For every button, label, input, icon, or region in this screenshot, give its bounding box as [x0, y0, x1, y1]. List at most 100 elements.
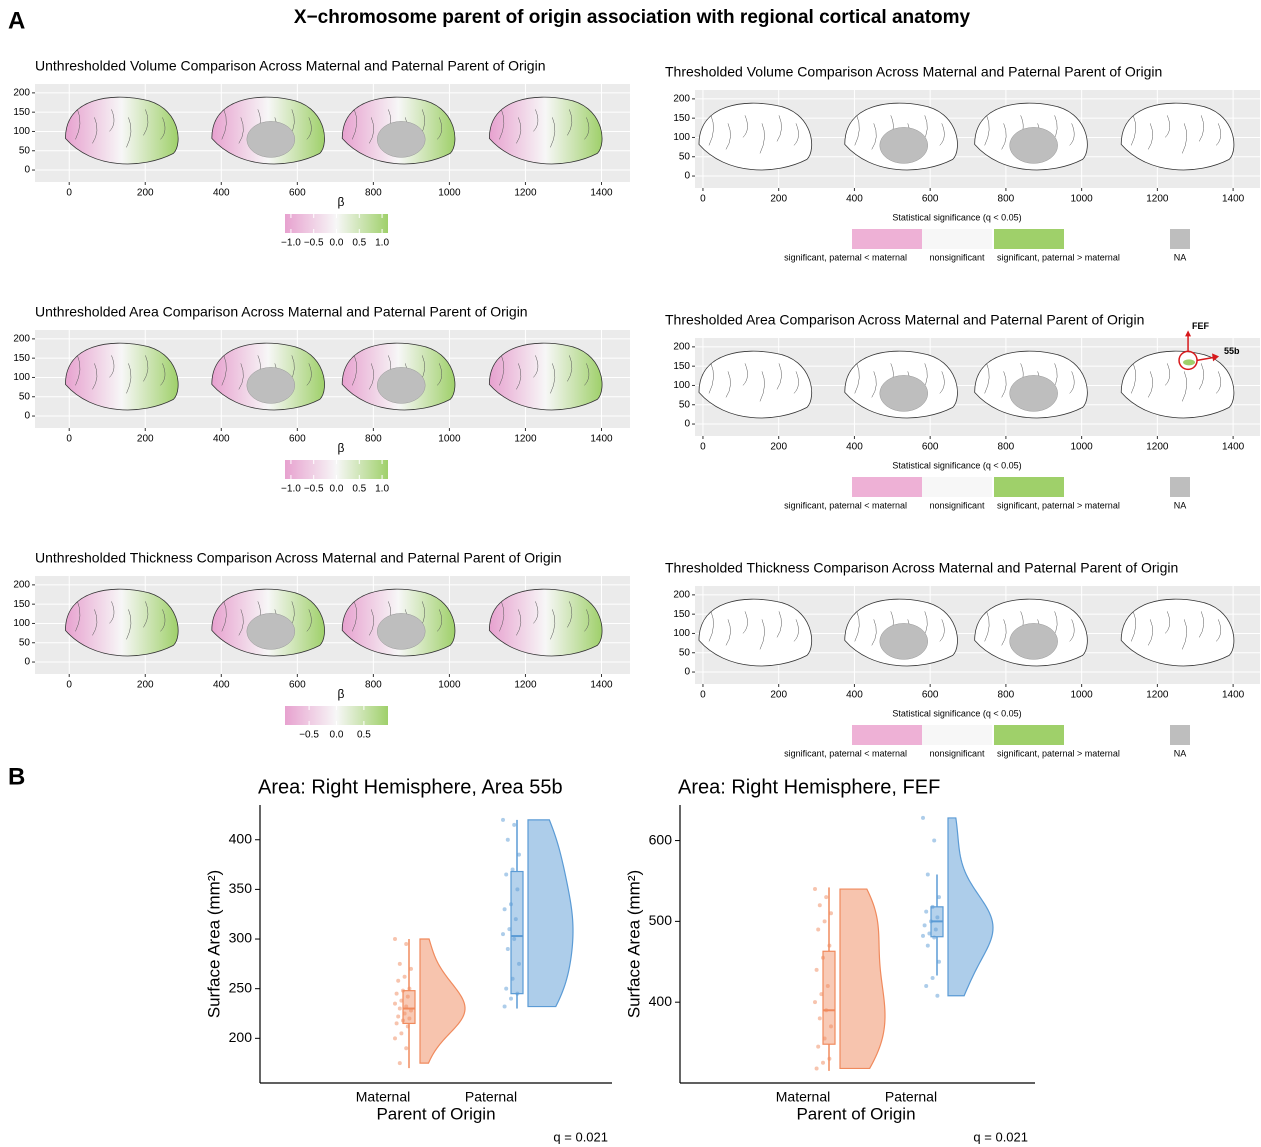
data-point [504, 987, 508, 991]
y-tick-label: 200 [13, 334, 30, 345]
x-tick-label: 600 [922, 690, 939, 701]
x-tick-label: 200 [137, 434, 154, 445]
y-tick-label: 150 [13, 353, 30, 364]
colorbar-tick-label: −1.0 [281, 238, 301, 249]
y-tick-label: 50 [679, 647, 691, 658]
legend-key [922, 229, 992, 249]
x-tick-label: 200 [137, 188, 154, 199]
data-point [813, 1000, 817, 1004]
legend-label: NA [1174, 252, 1187, 262]
data-point [818, 903, 822, 907]
data-point [506, 947, 510, 951]
y-tick-label: 50 [19, 637, 31, 648]
y-tick-label: 100 [673, 380, 690, 391]
x-tick-label: 800 [365, 434, 382, 445]
y-tick-label: 100 [13, 372, 30, 383]
legend-key [994, 725, 1064, 745]
data-point [935, 994, 939, 998]
y-tick-label: 0 [24, 165, 30, 176]
y-tick-label: 400 [229, 830, 253, 846]
x-tick-label: 600 [289, 434, 306, 445]
legend-title: Statistical significance (q < 0.05) [892, 460, 1021, 470]
legend-key [852, 725, 922, 745]
x-tick-label: 0 [700, 690, 706, 701]
y-tick-label: 500 [649, 912, 673, 928]
x-tick-label: 1200 [514, 434, 537, 445]
colorbar-tick-label: −1.0 [281, 484, 301, 495]
x-tick-label: 0 [66, 188, 72, 199]
x-tick-label: 200 [770, 442, 787, 453]
y-tick-label: 200 [673, 342, 690, 353]
data-point [395, 992, 399, 996]
data-point [393, 1036, 397, 1040]
x-tick-label: 1200 [1146, 690, 1169, 701]
y-tick-label: 150 [673, 113, 690, 124]
x-tick-label: 800 [998, 442, 1015, 453]
x-tick-label: 800 [365, 188, 382, 199]
medial-wall [880, 127, 928, 163]
data-point [815, 968, 819, 972]
legend-key [994, 229, 1064, 249]
chart-title: Thresholded Volume Comparison Across Mat… [665, 64, 1162, 80]
legend-label: significant, paternal > maternal [997, 500, 1120, 510]
y-tick-label: 50 [679, 151, 691, 162]
x-tick-label: 1200 [514, 680, 537, 691]
colorbar-tick-label: −0.5 [299, 730, 319, 741]
y-tick-label: 100 [673, 132, 690, 143]
data-point [403, 975, 407, 979]
x-tick-label: 1400 [590, 188, 613, 199]
legend-key [1170, 725, 1190, 745]
medial-wall [247, 121, 295, 157]
legend-key [922, 477, 992, 497]
x-tick-label: 800 [365, 680, 382, 691]
y-tick-label: 200 [229, 1029, 253, 1045]
x-tick-label: 0 [700, 194, 706, 205]
data-point [815, 1066, 819, 1070]
data-point [501, 818, 505, 822]
x-tick-label: 1000 [438, 434, 461, 445]
data-point [398, 1007, 402, 1011]
x-tick-label: Paternal [465, 1089, 517, 1105]
y-tick-label: 0 [684, 419, 690, 430]
density [528, 820, 573, 1007]
data-point [924, 910, 928, 914]
y-tick-label: 150 [13, 107, 30, 118]
y-tick-label: 150 [673, 609, 690, 620]
annotation-label: 55b [1224, 346, 1240, 356]
annotation-label: FEF [1192, 321, 1210, 331]
medial-wall [1010, 623, 1058, 659]
data-point [921, 816, 925, 820]
box [403, 991, 415, 1024]
y-tick-label: 100 [13, 618, 30, 629]
data-point [926, 944, 930, 948]
legend-key [922, 725, 992, 745]
legend-label: NA [1174, 500, 1187, 510]
data-point [398, 1061, 402, 1065]
x-axis-label: Parent of Origin [796, 1104, 915, 1123]
x-tick-label: 600 [289, 188, 306, 199]
medial-wall [377, 367, 425, 403]
legend-label: significant, paternal > maternal [997, 748, 1120, 758]
data-point [512, 823, 516, 827]
x-tick-label: 600 [289, 680, 306, 691]
data-point [813, 887, 817, 891]
x-tick-label: 400 [213, 680, 230, 691]
x-tick-label: 200 [770, 690, 787, 701]
y-tick-label: 0 [24, 657, 30, 668]
panel-label: B [8, 763, 25, 790]
x-tick-label: 1200 [1146, 442, 1169, 453]
annotation-arrowhead [1185, 330, 1191, 336]
data-point [509, 997, 513, 1001]
x-tick-label: 1000 [438, 188, 461, 199]
x-tick-label: 800 [998, 690, 1015, 701]
legend-key [994, 477, 1064, 497]
x-tick-label: 800 [998, 194, 1015, 205]
medial-wall [377, 613, 425, 649]
data-point [816, 927, 820, 931]
y-tick-label: 50 [19, 145, 31, 156]
data-point [816, 1045, 820, 1049]
data-point [926, 873, 930, 877]
legend-title: Statistical significance (q < 0.05) [892, 212, 1021, 222]
data-point [395, 1021, 399, 1025]
data-point [504, 873, 508, 877]
